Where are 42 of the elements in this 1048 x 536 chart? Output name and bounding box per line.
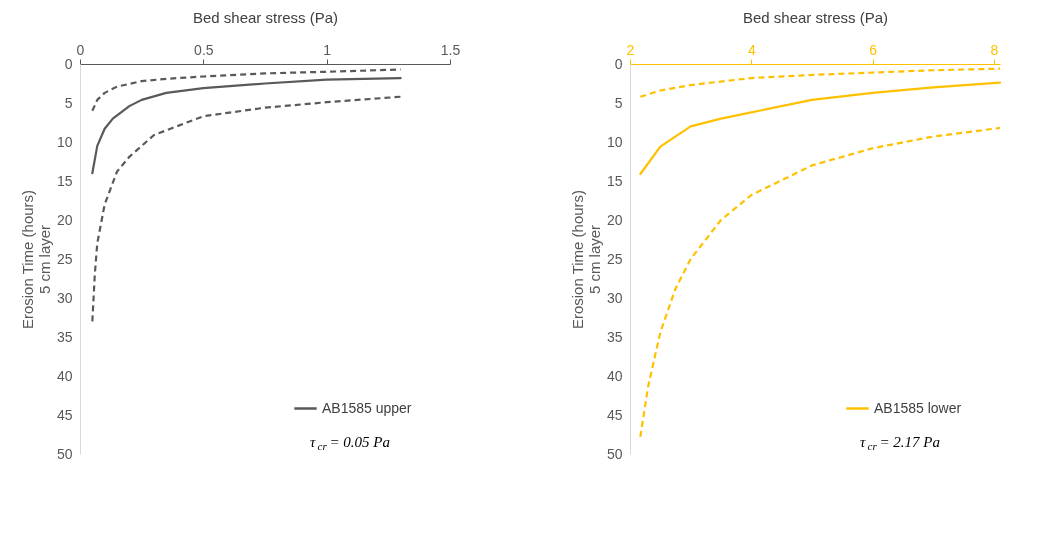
y-axis-title: Erosion Time (hours) 5 cm layer — [18, 189, 53, 330]
y-tick-label: 10 — [56, 133, 73, 150]
y-tick-label: 35 — [606, 328, 623, 345]
x-axis-title: Bed shear stress (Pa) — [192, 8, 339, 26]
x-tick-label: 2 — [626, 41, 635, 58]
line-series — [639, 67, 1002, 98]
y-tick-label: 30 — [56, 289, 73, 306]
x-tick-label: 8 — [990, 41, 999, 58]
y-tick-label: 40 — [56, 367, 73, 384]
line-series — [91, 95, 402, 323]
x-tick-label: 1 — [323, 41, 332, 58]
line-series — [639, 126, 1002, 438]
y-tick-label: 25 — [56, 250, 73, 267]
y-tick-label: 35 — [56, 328, 73, 345]
legend-label: AB1585 lower — [874, 399, 962, 416]
y-tick-label: 10 — [606, 133, 623, 150]
y-tick-label: 30 — [606, 289, 623, 306]
y-tick-label: 50 — [56, 445, 73, 462]
x-axis-title: Bed shear stress (Pa) — [742, 8, 889, 26]
line-series — [91, 76, 402, 175]
y-tick-label: 0 — [64, 55, 73, 72]
y-tick-label: 40 — [606, 367, 623, 384]
x-tick-label: 0 — [76, 41, 85, 58]
y-tick-label: 15 — [606, 172, 623, 189]
y-tick-label: 20 — [606, 211, 623, 228]
y-tick-label: 5 — [614, 94, 623, 111]
y-tick-label: 20 — [56, 211, 73, 228]
line-series — [639, 81, 1002, 176]
legend-label: AB1585 upper — [322, 399, 412, 416]
y-tick-label: 50 — [606, 445, 623, 462]
x-tick-label: 0.5 — [194, 41, 214, 58]
y-tick-label: 0 — [614, 55, 623, 72]
y-tick-label: 15 — [56, 172, 73, 189]
line-series — [91, 68, 402, 112]
x-tick-label: 1.5 — [440, 41, 461, 58]
y-tick-label: 25 — [606, 250, 623, 267]
x-tick-label: 4 — [747, 41, 756, 58]
y-tick-label: 45 — [606, 406, 623, 423]
y-tick-label: 45 — [56, 406, 73, 423]
y-axis-title: Erosion Time (hours) 5 cm layer — [568, 189, 603, 330]
y-tick-label: 5 — [64, 94, 73, 111]
x-tick-label: 6 — [869, 41, 878, 58]
